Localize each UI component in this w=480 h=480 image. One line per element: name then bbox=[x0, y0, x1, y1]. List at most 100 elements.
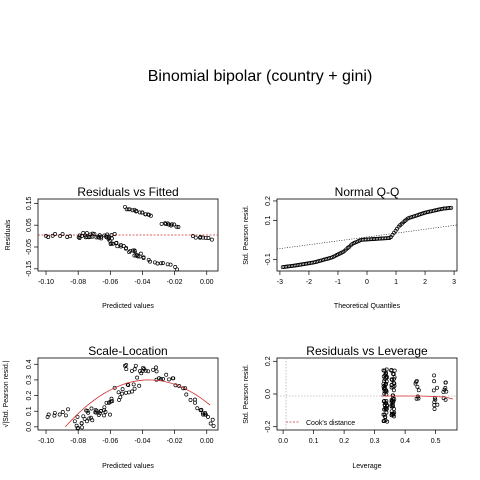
scale-location-point bbox=[198, 408, 203, 413]
y-tick-label: 0.1 bbox=[265, 215, 272, 225]
panel-normal-qq: Normal Q-Q Theoretical Quantiles Std. Pe… bbox=[243, 185, 458, 310]
y-tick-label: 0.1 bbox=[26, 406, 33, 416]
scale-location-point bbox=[170, 376, 175, 381]
scale-location-point bbox=[90, 418, 95, 423]
residual-point bbox=[168, 262, 173, 267]
scale-location-point bbox=[135, 375, 140, 380]
scale-location-point bbox=[81, 414, 86, 419]
scale-location-point bbox=[112, 385, 117, 390]
scale-location-point bbox=[120, 391, 125, 396]
leverage-point bbox=[384, 389, 389, 394]
scale-location-point bbox=[84, 408, 89, 413]
leverage-point bbox=[389, 368, 394, 373]
leverage-point bbox=[432, 403, 437, 408]
scale-location-point bbox=[116, 390, 121, 395]
x-tick-label: -0.02 bbox=[167, 279, 183, 286]
y-tick-label: -0.15 bbox=[26, 261, 33, 277]
y-axis-label: Std. Pearson resid. bbox=[243, 205, 250, 265]
leverage-point bbox=[391, 393, 396, 398]
scale-location-point bbox=[203, 412, 207, 417]
scale-location-point bbox=[52, 413, 57, 418]
scale-location-point bbox=[206, 414, 210, 419]
y-tick-label: 0.2 bbox=[265, 356, 272, 366]
leverage-point bbox=[382, 378, 387, 383]
leverage-point bbox=[389, 403, 394, 408]
residual-point bbox=[159, 221, 164, 226]
y-tick-label: 0.3 bbox=[26, 375, 33, 385]
scale-location-point bbox=[195, 406, 200, 411]
residual-point bbox=[99, 236, 104, 241]
scale-location-point bbox=[124, 367, 129, 372]
leverage-point bbox=[392, 368, 397, 373]
y-axis-label: √|Std. Pearson resid.| bbox=[2, 360, 10, 427]
leverage-point bbox=[382, 412, 387, 417]
residual-point bbox=[60, 232, 65, 237]
residual-point bbox=[127, 250, 132, 255]
x-tick-label: -0.08 bbox=[70, 279, 86, 286]
panel-title: Residuals vs Leverage bbox=[306, 344, 428, 358]
scale-location-point bbox=[184, 392, 189, 397]
panel-title: Residuals vs Fitted bbox=[77, 185, 178, 199]
leverage-point bbox=[414, 396, 419, 401]
scale-location-point bbox=[132, 386, 137, 391]
x-axis-label: Leverage bbox=[352, 463, 381, 470]
scale-location-point bbox=[102, 413, 106, 418]
scale-location-point bbox=[137, 383, 142, 388]
leverage-point bbox=[384, 374, 389, 379]
x-tick-label: -0.04 bbox=[134, 279, 150, 286]
leverage-points bbox=[381, 367, 449, 424]
scale-location-point bbox=[103, 410, 108, 414]
residual-point bbox=[58, 233, 63, 238]
residual-point bbox=[128, 248, 133, 253]
residual-point bbox=[131, 248, 135, 253]
smoother-line bbox=[65, 379, 211, 428]
residual-point bbox=[155, 261, 160, 266]
scale-location-point bbox=[89, 406, 94, 411]
leverage-point bbox=[443, 380, 448, 385]
leverage-point bbox=[416, 388, 421, 393]
residual-point bbox=[209, 237, 214, 242]
y-tick-label: 0.2 bbox=[265, 196, 272, 206]
leverage-point bbox=[384, 401, 389, 406]
residual-point bbox=[141, 256, 146, 260]
residual-point bbox=[165, 221, 170, 226]
leverage-point bbox=[389, 377, 394, 382]
y-tick-label: 0.0 bbox=[26, 422, 33, 432]
scale-location-point bbox=[66, 407, 70, 412]
y-axis-label: Residuals bbox=[5, 219, 12, 250]
panel-scale-location: Scale-Location Predicted values √|Std. P… bbox=[2, 344, 219, 470]
x-tick-label: -0.10 bbox=[38, 438, 54, 445]
leverage-point bbox=[383, 382, 388, 387]
leverage-point bbox=[392, 410, 397, 415]
scale-location-point bbox=[72, 419, 77, 424]
y-tick-label: -0.05 bbox=[26, 239, 33, 255]
scale-location-point bbox=[154, 369, 159, 374]
residual-point bbox=[88, 234, 93, 239]
smoother-line bbox=[381, 395, 454, 400]
plot-frame bbox=[276, 357, 458, 431]
residual-point bbox=[68, 234, 73, 239]
leverage-point bbox=[442, 387, 447, 392]
panel-residuals-vs-leverage: Residuals vs Leverage Leverage Std. Pear… bbox=[243, 344, 458, 470]
panel-title: Normal Q-Q bbox=[335, 185, 400, 199]
leverage-point bbox=[382, 389, 387, 394]
scale-location-point bbox=[177, 384, 182, 389]
scale-location-point bbox=[93, 407, 98, 412]
qq-point bbox=[449, 205, 454, 210]
leverage-point bbox=[432, 379, 437, 384]
residual-point bbox=[53, 232, 57, 236]
leverage-point bbox=[432, 373, 437, 378]
leverage-point bbox=[383, 407, 388, 412]
x-tick-label: 0.2 bbox=[339, 438, 349, 445]
scale-location-point bbox=[146, 369, 151, 374]
scale-location-point bbox=[86, 410, 91, 415]
leverage-point bbox=[389, 385, 394, 390]
y-tick-label: 0.05 bbox=[26, 218, 33, 232]
leverage-point bbox=[384, 376, 389, 381]
scale-location-point bbox=[210, 417, 215, 422]
scale-location-points bbox=[45, 363, 216, 431]
leverage-point bbox=[435, 385, 439, 390]
scale-location-point bbox=[211, 423, 216, 428]
residual-point bbox=[160, 261, 165, 265]
